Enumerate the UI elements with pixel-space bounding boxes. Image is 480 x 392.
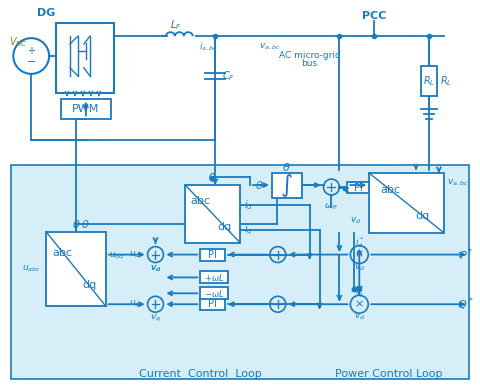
Text: DG: DG bbox=[37, 8, 55, 18]
Text: $\theta$: $\theta$ bbox=[72, 218, 80, 230]
Text: −: − bbox=[26, 57, 36, 67]
Text: PI: PI bbox=[208, 299, 217, 309]
Text: $u_d$: $u_d$ bbox=[129, 249, 141, 260]
FancyBboxPatch shape bbox=[421, 66, 437, 96]
FancyBboxPatch shape bbox=[185, 185, 240, 243]
FancyBboxPatch shape bbox=[200, 272, 228, 283]
Text: $\omega_{ff}$: $\omega_{ff}$ bbox=[324, 201, 339, 212]
Text: $u_{abc}$: $u_{abc}$ bbox=[22, 263, 41, 274]
Text: $\times$: $\times$ bbox=[354, 249, 364, 260]
Text: $R_L$: $R_L$ bbox=[440, 74, 452, 88]
FancyBboxPatch shape bbox=[348, 182, 369, 193]
Text: $-\omega L$: $-\omega L$ bbox=[204, 288, 224, 299]
Text: $u_{dq}$: $u_{dq}$ bbox=[109, 251, 124, 262]
Text: abc: abc bbox=[380, 185, 400, 195]
Text: Current  Control  Loop: Current Control Loop bbox=[139, 369, 262, 379]
Text: $v_d$: $v_d$ bbox=[350, 216, 361, 226]
Text: $v_d$: $v_d$ bbox=[354, 312, 365, 322]
Text: $P^*$: $P^*$ bbox=[459, 246, 474, 263]
Text: $v_q$: $v_q$ bbox=[350, 180, 361, 191]
FancyBboxPatch shape bbox=[61, 99, 111, 118]
Text: $i_{a,bc}$: $i_{a,bc}$ bbox=[199, 41, 218, 53]
Text: $v_{a,bc}$: $v_{a,bc}$ bbox=[259, 42, 281, 52]
Text: $u_q$: $u_q$ bbox=[129, 299, 141, 310]
Text: $\theta$: $\theta$ bbox=[208, 171, 216, 183]
Text: $+\omega L$: $+\omega L$ bbox=[204, 272, 224, 283]
Text: $v_q$: $v_q$ bbox=[150, 312, 161, 324]
Text: $v_d$: $v_d$ bbox=[150, 263, 161, 274]
Text: $i_d^*$: $i_d^*$ bbox=[355, 235, 364, 250]
Text: $Q^*$: $Q^*$ bbox=[457, 296, 474, 313]
FancyBboxPatch shape bbox=[369, 173, 444, 233]
Text: $\theta$: $\theta$ bbox=[81, 218, 89, 230]
Text: $V_{DC}$: $V_{DC}$ bbox=[9, 35, 27, 49]
Text: dq: dq bbox=[82, 280, 96, 290]
Text: $L_F$: $L_F$ bbox=[169, 18, 181, 32]
Text: $\theta$: $\theta$ bbox=[208, 171, 216, 183]
Text: −: − bbox=[270, 250, 277, 259]
Text: $v_{a,bc}$: $v_{a,bc}$ bbox=[447, 178, 468, 188]
Text: dq: dq bbox=[416, 211, 430, 221]
Text: abc: abc bbox=[53, 248, 73, 258]
Text: $\theta$: $\theta$ bbox=[282, 161, 291, 173]
Text: $i_q^*$: $i_q^*$ bbox=[355, 285, 364, 300]
FancyBboxPatch shape bbox=[272, 173, 301, 198]
Text: PCC: PCC bbox=[362, 11, 386, 21]
Text: PI: PI bbox=[208, 250, 217, 260]
FancyBboxPatch shape bbox=[56, 23, 114, 93]
FancyBboxPatch shape bbox=[12, 165, 468, 379]
Text: abc: abc bbox=[191, 196, 211, 206]
Text: AC micro-grid: AC micro-grid bbox=[279, 51, 340, 60]
Text: PWM: PWM bbox=[72, 103, 99, 114]
Text: $v_d$: $v_d$ bbox=[354, 262, 365, 273]
Text: $i_d$: $i_d$ bbox=[244, 198, 253, 212]
FancyBboxPatch shape bbox=[200, 298, 225, 310]
FancyBboxPatch shape bbox=[46, 232, 106, 306]
Text: PI: PI bbox=[354, 183, 363, 192]
Text: +: + bbox=[27, 46, 35, 56]
Text: −: − bbox=[270, 300, 277, 309]
Text: $i_q$: $i_q$ bbox=[244, 223, 252, 237]
Text: dq: dq bbox=[217, 221, 232, 232]
Text: bus: bus bbox=[301, 60, 318, 69]
Text: $\theta$: $\theta$ bbox=[255, 179, 264, 191]
Text: $R_L$: $R_L$ bbox=[423, 74, 435, 88]
Text: $\int$: $\int$ bbox=[280, 172, 293, 199]
Text: $C_F$: $C_F$ bbox=[222, 69, 234, 83]
Text: Power Control Loop: Power Control Loop bbox=[336, 369, 443, 379]
Text: $\times$: $\times$ bbox=[354, 299, 364, 309]
FancyBboxPatch shape bbox=[200, 249, 225, 261]
FancyBboxPatch shape bbox=[200, 287, 228, 299]
Text: $v_d$: $v_d$ bbox=[150, 263, 161, 274]
